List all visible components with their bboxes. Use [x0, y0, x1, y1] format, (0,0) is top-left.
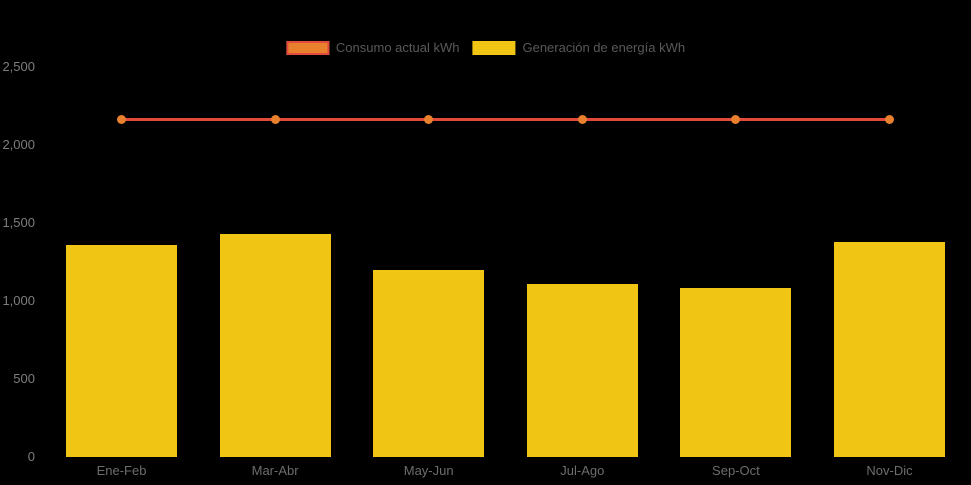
consumo-point-marker — [270, 114, 280, 124]
y-tick-label: 2,500 — [2, 59, 35, 74]
y-tick-label: 1,500 — [2, 215, 35, 230]
x-axis-label: Sep-Oct — [712, 463, 760, 478]
generacion-bar — [680, 287, 792, 457]
consumo-point-marker — [424, 114, 434, 124]
generacion-bar — [373, 270, 485, 457]
generacion-bar — [66, 245, 177, 457]
consumo-point-marker — [885, 114, 894, 124]
consumo-point-marker — [117, 114, 126, 124]
consumo-line — [121, 117, 890, 121]
x-axis-label: Nov-Dic — [866, 463, 913, 478]
legend-label-generacion: Generación de energía kWh — [522, 40, 686, 55]
x-axis-label: May-Jun — [403, 463, 454, 478]
legend-item-generacion: Generación de energía kWh — [472, 40, 685, 55]
legend-label-consumo: Consumo actual kWh — [335, 40, 460, 55]
x-axis-label: Ene-Feb — [96, 463, 147, 478]
consumo-point-marker — [731, 114, 741, 124]
generacion-bar — [219, 233, 331, 457]
y-tick-label: 500 — [13, 371, 35, 386]
consumo-point-marker — [577, 114, 587, 124]
y-tick-label: 2,000 — [2, 137, 35, 152]
y-tick-label: 1,000 — [2, 293, 35, 308]
generacion-bar — [834, 242, 945, 457]
generacion-bar — [526, 284, 638, 457]
x-axis-label: Mar-Abr — [251, 463, 299, 478]
y-tick-label: 0 — [27, 449, 35, 464]
consumo-line-swatch-icon — [285, 40, 329, 55]
generacion-bar-swatch-icon — [472, 40, 516, 55]
chart-legend: Consumo actual kWh Generación de energía… — [285, 40, 685, 55]
x-axis-label: Jul-Ago — [560, 463, 605, 478]
legend-item-consumo: Consumo actual kWh — [285, 40, 460, 55]
